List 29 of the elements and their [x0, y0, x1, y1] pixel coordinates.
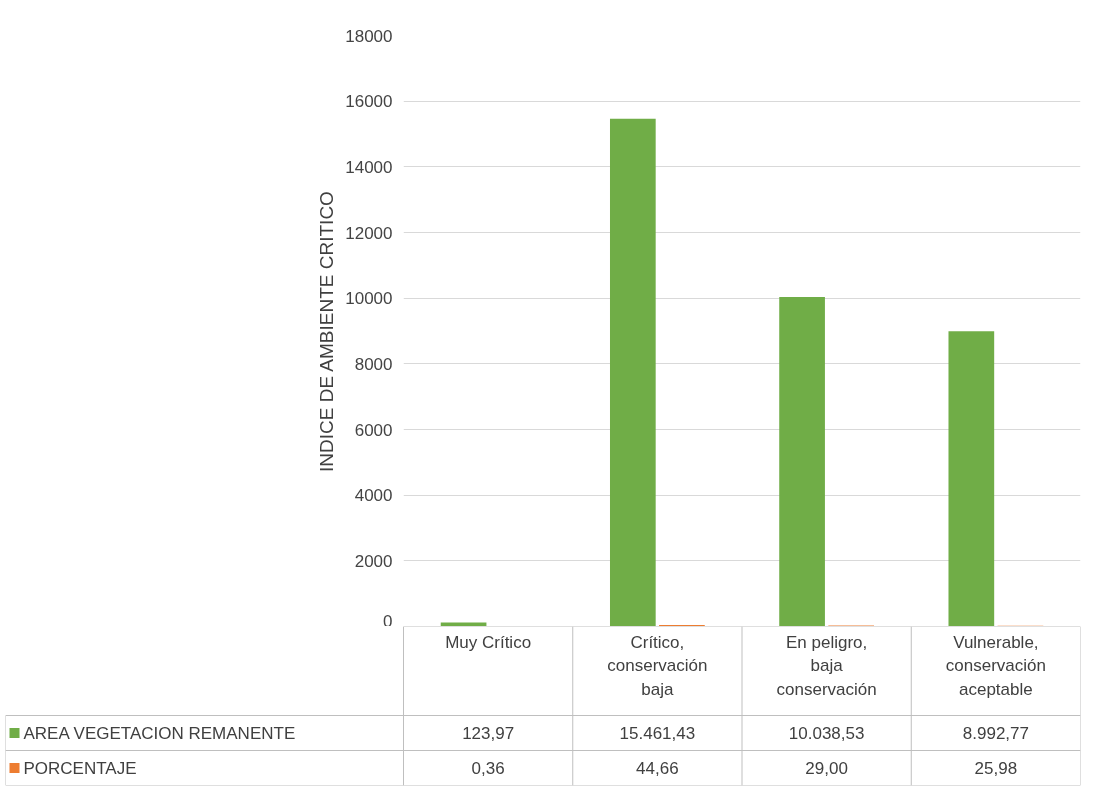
bar: [948, 331, 995, 626]
y-tick-label: 0: [383, 611, 393, 631]
x-tick-label: En peligro, baja conservación: [776, 632, 877, 699]
data-label: 25,98: [974, 759, 1018, 778]
data-label: 44,66: [636, 759, 679, 778]
y-tick-label: 4000: [354, 486, 393, 506]
x-tick-label: Crítico, conservación baja: [607, 632, 708, 699]
y-tick-label: 18000: [345, 26, 393, 46]
legend-label: AREA VEGETACION REMANENTE: [23, 723, 296, 743]
data-label: 0,36: [471, 759, 505, 778]
data-label: 29,00: [805, 759, 848, 778]
y-tick-label: 6000: [354, 420, 393, 440]
data-label: 15.461,43: [619, 724, 696, 743]
bar: [440, 622, 487, 626]
y-tick-label: 16000: [345, 92, 393, 112]
x-tick-label: Muy Crítico: [445, 632, 532, 652]
y-tick-label: 12000: [345, 223, 393, 243]
x-tick-label: Vulnerable, conservación aceptable: [945, 632, 1046, 699]
data-label: 8.992,77: [962, 724, 1029, 743]
y-axis-title: INDICE DE AMBIENTE CRITICO: [316, 191, 338, 472]
y-tick-label: 14000: [345, 157, 393, 177]
y-tick-label: 8000: [354, 354, 393, 374]
data-label: 123,97: [462, 724, 515, 743]
y-tick-label: 10000: [345, 289, 393, 309]
legend-label: PORCENTAJE: [23, 758, 137, 778]
bar: [779, 296, 825, 626]
bar: [609, 118, 656, 626]
y-tick-label: 2000: [354, 551, 393, 571]
data-label: 10.038,53: [788, 724, 865, 743]
